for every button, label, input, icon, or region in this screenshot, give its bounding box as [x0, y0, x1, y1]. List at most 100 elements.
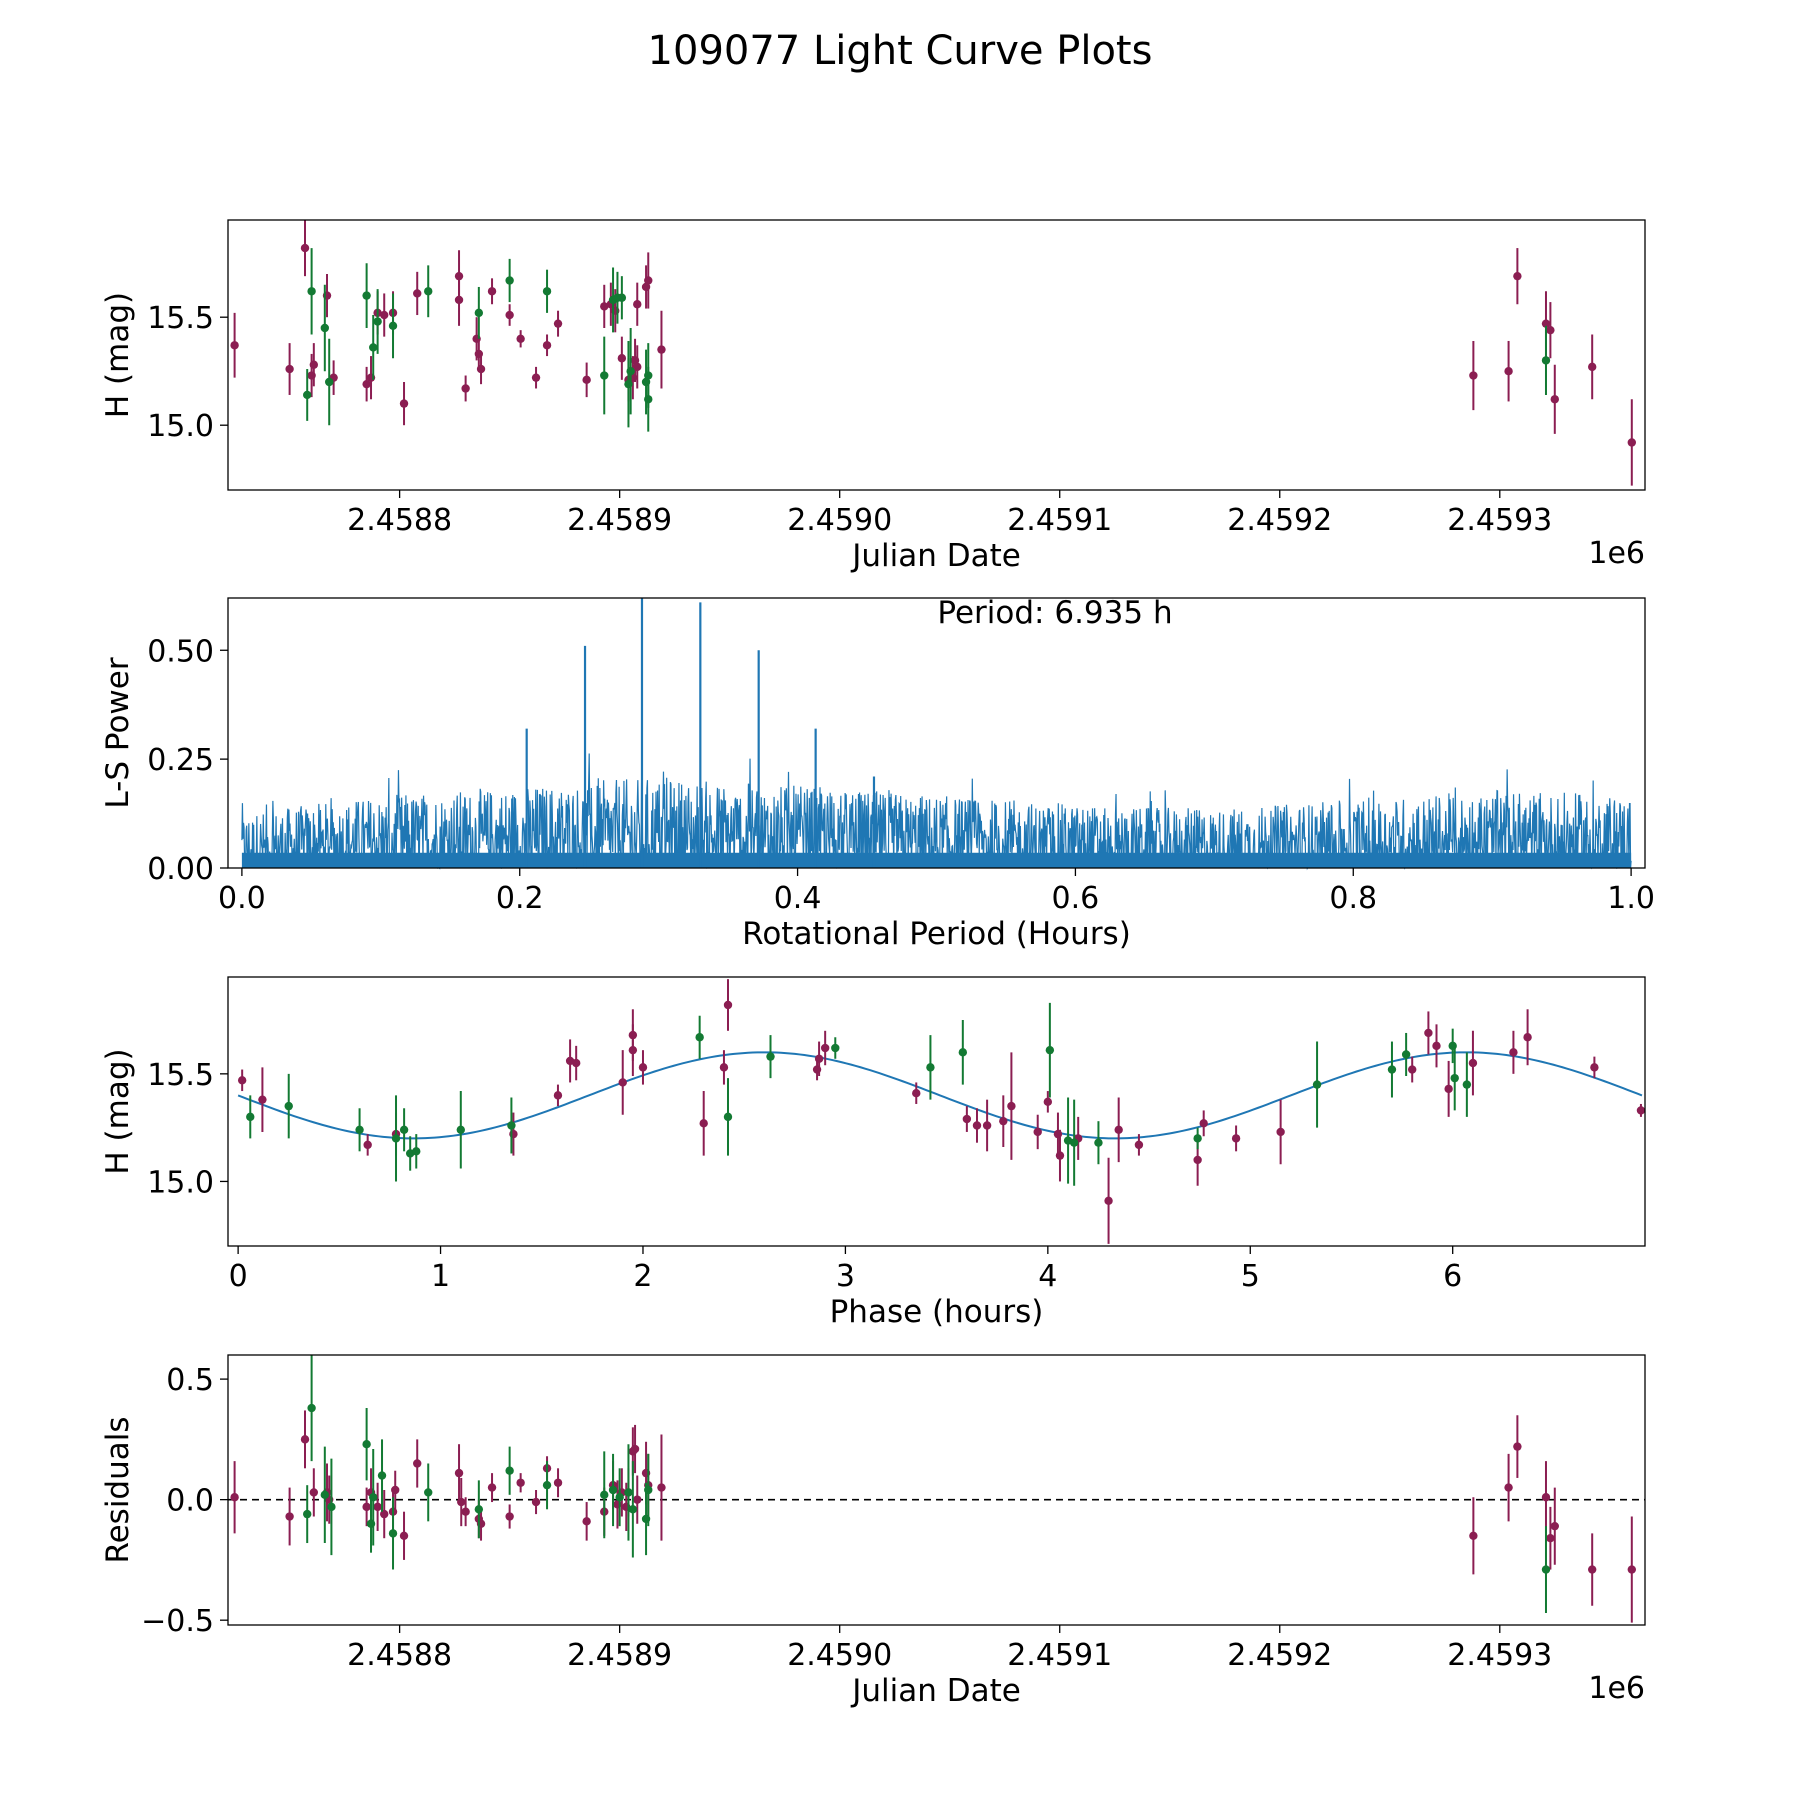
data-point-magenta [582, 375, 591, 385]
data-point-magenta [1627, 1565, 1636, 1574]
x-tick-label: 2.4590 [787, 1638, 892, 1673]
data-point-green [369, 1493, 378, 1502]
data-point-green [369, 343, 378, 352]
data-point-green [505, 1466, 514, 1475]
data-point-magenta [1469, 371, 1478, 380]
data-point-magenta [571, 1058, 581, 1068]
data-point-magenta [617, 354, 627, 363]
x-tick-label: 6 [1443, 1259, 1462, 1294]
data-point-green [399, 1125, 409, 1134]
data-point-green [424, 1488, 433, 1497]
x-axis-label: Rotational Period (Hours) [742, 916, 1131, 952]
data-point-magenta [542, 341, 552, 350]
data-point-magenta [1276, 1127, 1285, 1137]
data-point-green [246, 1112, 255, 1122]
data-point-green [320, 1490, 330, 1500]
data-point-magenta [1469, 1531, 1478, 1541]
x-tick-label: 2.4591 [1007, 503, 1112, 538]
data-point-magenta [1523, 1033, 1532, 1042]
data-point-magenta [230, 1493, 239, 1502]
data-point-magenta [699, 1119, 708, 1128]
y-tick-label: 0.00 [147, 852, 214, 887]
data-point-magenta [1231, 1134, 1241, 1143]
x-tick-label: 0.6 [1052, 881, 1100, 916]
data-point-green [644, 1485, 653, 1495]
data-point-magenta [391, 1485, 400, 1495]
data-point-green [1462, 1080, 1472, 1089]
data-point-green [644, 395, 653, 404]
data-point-magenta [380, 310, 389, 320]
data-point-magenta [1504, 367, 1513, 376]
data-point-magenta [1432, 1041, 1441, 1051]
data-point-magenta [1444, 1084, 1453, 1094]
data-point-magenta [962, 1114, 972, 1124]
y-tick-label: 15.5 [147, 1058, 214, 1093]
data-point-green [507, 1121, 516, 1130]
data-point-green [1094, 1138, 1103, 1147]
periodogram-axes: 0.0 0.2 0.4 0.6 0.8 1.0 0.00 0.25 0.50 Rotational… [100, 595, 1655, 952]
x-offset-label: 1e6 [1588, 1671, 1645, 1706]
y-tick-label: 15.0 [147, 1165, 214, 1200]
data-point-magenta [582, 1517, 591, 1526]
data-point-magenta [1424, 1028, 1433, 1038]
data-point-magenta [1587, 362, 1597, 372]
x-tick-label: 2 [633, 1259, 652, 1294]
y-axis-label: H (mag) [100, 292, 136, 418]
x-axis-label: Julian Date [850, 1673, 1021, 1709]
data-point-magenta [1550, 395, 1559, 404]
data-point-magenta [531, 1497, 541, 1507]
data-point-magenta [972, 1121, 982, 1130]
data-point-magenta [1541, 1493, 1551, 1502]
data-point-green [307, 1403, 316, 1413]
x-tick-label: 5 [1241, 1259, 1260, 1294]
data-point-magenta [1546, 1534, 1555, 1543]
data-point-magenta [399, 399, 409, 408]
data-layer [230, 1355, 1636, 1623]
data-point-magenta [1550, 1521, 1559, 1531]
data-point-magenta [1055, 1151, 1065, 1160]
data-point-green [284, 1101, 293, 1111]
y-axis-label: H (mag) [100, 1048, 136, 1174]
data-point-magenta [1590, 1063, 1599, 1072]
data-point-green [327, 1502, 336, 1512]
data-point-magenta [600, 302, 609, 311]
data-point-green [600, 371, 609, 380]
periodogram-line [241, 753, 1632, 871]
x-tick-label: 0.8 [1329, 881, 1377, 916]
x-tick-label: 0.2 [496, 881, 544, 916]
data-point-green [424, 287, 433, 296]
data-point-green [1401, 1050, 1411, 1059]
data-point-green [388, 1529, 398, 1538]
data-point-magenta [461, 384, 470, 393]
data-point-magenta [362, 1502, 371, 1512]
x-tick-label: 2.4589 [567, 1638, 672, 1673]
x-tick-label: 2.4592 [1227, 1638, 1332, 1673]
data-point-green [474, 308, 484, 318]
data-point-magenta [1513, 1442, 1522, 1451]
axes-frame [227, 597, 1646, 869]
data-point-magenta [553, 319, 563, 328]
data-point-green [505, 276, 514, 285]
data-point-magenta [1007, 1101, 1016, 1111]
x-tick-label: 2.4592 [1227, 503, 1332, 538]
x-tick-label: 2.4591 [1007, 1638, 1112, 1673]
x-tick-label: 0 [229, 1259, 248, 1294]
y-tick-label: 0.5 [166, 1363, 214, 1398]
data-point-magenta [1504, 1483, 1513, 1492]
data-point-magenta [373, 1502, 382, 1512]
data-point-green [1312, 1080, 1322, 1089]
periodogram-noise-floor [241, 852, 1632, 868]
data-point-magenta [362, 379, 371, 389]
data-point-magenta [476, 364, 486, 374]
y-tick-label: 15.5 [147, 301, 214, 336]
data-point-magenta [285, 364, 294, 374]
y-tick-label: 15.0 [147, 409, 214, 444]
x-tick-label: 1 [431, 1259, 450, 1294]
data-point-magenta [461, 1507, 470, 1516]
data-point-green [624, 1488, 633, 1497]
data-point-magenta [633, 362, 642, 372]
data-point-magenta [300, 243, 310, 253]
data-point-magenta [1193, 1155, 1202, 1165]
data-point-magenta [618, 1078, 627, 1087]
data-point-green [615, 1493, 624, 1502]
